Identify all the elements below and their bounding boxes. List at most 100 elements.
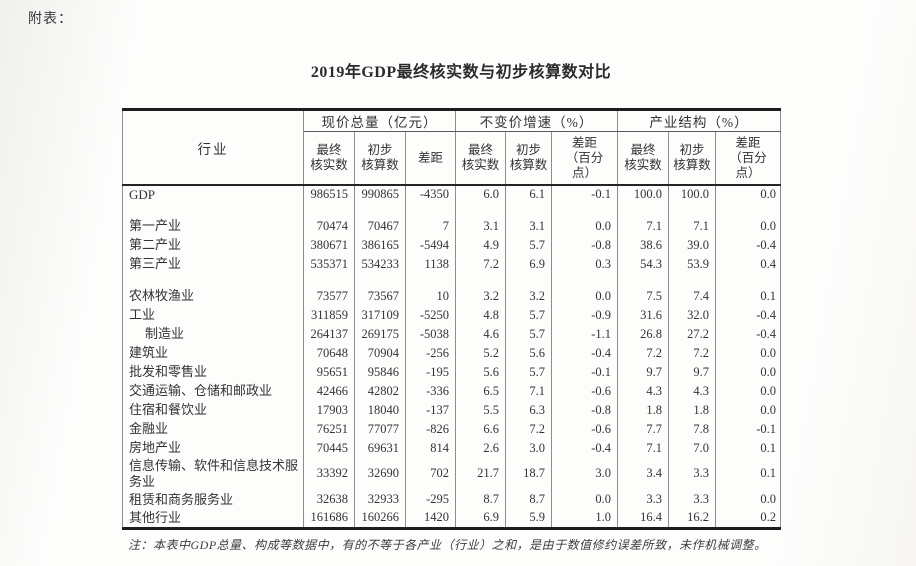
value-cell: -0.6 — [551, 382, 618, 401]
spacer-cell — [122, 274, 304, 287]
value-cell: 54.3 — [617, 255, 669, 274]
value-cell: 6.0 — [455, 185, 506, 204]
row-label: 其他行业 — [122, 509, 304, 529]
value-cell: 95846 — [354, 363, 406, 382]
value-cell: 16.2 — [668, 509, 716, 529]
value-cell: -137 — [405, 401, 456, 420]
spacer-row — [122, 274, 782, 287]
spacer-cell — [551, 204, 618, 217]
value-cell: -826 — [405, 420, 456, 439]
value-cell: 70904 — [354, 344, 406, 363]
value-cell: 0.1 — [714, 439, 782, 458]
table-title: 2019年GDP最终核实数与初步核算数对比 — [310, 64, 612, 81]
value-cell: -5494 — [405, 236, 456, 255]
table-row: 住宿和餐饮业 17903 18040 -137 5.5 6.3 -0.8 1.8 1.8 0.0 — [122, 401, 782, 420]
value-cell: 31.6 — [617, 306, 669, 325]
spacer-cell — [405, 204, 456, 217]
value-cell: 0.0 — [551, 217, 618, 236]
value-cell: 7.2 — [617, 344, 669, 363]
value-cell: -0.4 — [551, 439, 618, 458]
value-cell: -0.4 — [714, 236, 782, 255]
table-row: 建筑业 70648 70904 -256 5.2 5.6 -0.4 7.2 7.2 0.0 — [122, 344, 782, 363]
value-cell: 38.6 — [617, 236, 669, 255]
value-cell: 5.7 — [505, 236, 552, 255]
value-cell: 3.0 — [505, 439, 552, 458]
value-cell: 0.0 — [714, 490, 782, 510]
spacer-cell — [505, 274, 552, 287]
spacer-cell — [303, 204, 355, 217]
sub-header-row: 最终 核实数 初步 核算数 差距 最终 核实数 初步 核算数 差距 （百分 点）… — [123, 131, 782, 186]
table-row: 其他行业 161686 160266 1420 6.9 5.9 1.0 16.4 16.2 0.2 — [122, 509, 782, 529]
value-cell: 160266 — [354, 509, 406, 529]
value-cell: 7.2 — [668, 344, 716, 363]
value-cell: 311859 — [303, 306, 355, 325]
value-cell: 7.2 — [455, 255, 506, 274]
value-cell: 380671 — [303, 236, 355, 255]
value-cell: 0.0 — [714, 217, 782, 236]
col-header-final-verified: 最终 核实数 — [455, 131, 506, 186]
value-cell: 3.3 — [668, 458, 716, 491]
value-cell: -0.4 — [714, 325, 782, 344]
col-header-final-verified: 最终 核实数 — [303, 131, 355, 186]
value-cell: 990865 — [354, 185, 406, 204]
value-cell: 32.0 — [668, 306, 716, 325]
row-label: 第一产业 — [122, 217, 304, 236]
value-cell: 7.4 — [668, 287, 716, 306]
value-cell: -295 — [405, 490, 456, 510]
value-cell: 17903 — [303, 401, 355, 420]
value-cell: 70648 — [303, 344, 355, 363]
value-cell: -0.8 — [551, 401, 618, 420]
value-cell: 5.7 — [505, 306, 552, 325]
row-label: 农林牧渔业 — [122, 287, 304, 306]
value-cell: 6.3 — [505, 401, 552, 420]
value-cell: 0.4 — [714, 255, 782, 274]
value-cell: 3.1 — [505, 217, 552, 236]
col-header-gap-pct-points: 差距 （百分 点） — [551, 131, 618, 186]
value-cell: 161686 — [303, 509, 355, 529]
value-cell: 269175 — [354, 325, 406, 344]
group-header-current-price-total: 现价总量（亿元） — [303, 109, 456, 132]
col-header-preliminary: 初步 核算数 — [668, 131, 716, 186]
value-cell: 5.5 — [455, 401, 506, 420]
value-cell: 7.1 — [617, 217, 669, 236]
col-header-gap-pct-points: 差距 （百分 点） — [714, 131, 782, 186]
col-header-gap: 差距 — [405, 131, 456, 186]
value-cell: 5.2 — [455, 344, 506, 363]
value-cell: 77077 — [354, 420, 406, 439]
spacer-cell — [617, 274, 669, 287]
value-cell: -336 — [405, 382, 456, 401]
value-cell: 0.0 — [714, 185, 782, 204]
value-cell: 39.0 — [668, 236, 716, 255]
row-label: 交通运输、仓储和邮政业 — [122, 382, 304, 401]
value-cell: 3.3 — [668, 490, 716, 510]
spacer-cell — [668, 204, 716, 217]
value-cell: 986515 — [303, 185, 355, 204]
value-cell: 0.3 — [551, 255, 618, 274]
value-cell: 4.8 — [455, 306, 506, 325]
value-cell: 0.2 — [714, 509, 782, 529]
row-label: 住宿和餐饮业 — [122, 401, 304, 420]
spacer-cell — [455, 204, 506, 217]
value-cell: 534233 — [354, 255, 406, 274]
group-header-constant-price-growth: 不变价增速（%） — [455, 109, 618, 132]
table-row: 第三产业 535371 534233 1138 7.2 6.9 0.3 54.3 53.9 0.4 — [122, 255, 782, 274]
value-cell: 9.7 — [617, 363, 669, 382]
table-row: 信息传输、软件和信息技术服务业 33392 32690 702 21.7 18.7 3.0 3… — [122, 458, 782, 491]
appendix-label: 附表： — [28, 12, 73, 27]
value-cell: 100.0 — [668, 185, 716, 204]
footnote: 注：本表中GDP总量、构成等数据中，有的不等于各产业（行业）之和，是由于数值修约… — [128, 538, 767, 552]
value-cell: -4350 — [405, 185, 456, 204]
row-label: 房地产业 — [122, 439, 304, 458]
value-cell: 3.0 — [551, 458, 618, 491]
row-label: 第三产业 — [122, 255, 304, 274]
value-cell: 7.0 — [668, 439, 716, 458]
spacer-cell — [551, 274, 618, 287]
value-cell: 73577 — [303, 287, 355, 306]
value-cell: 0.0 — [714, 344, 782, 363]
value-cell: 32690 — [354, 458, 406, 491]
value-cell: 3.2 — [455, 287, 506, 306]
value-cell: 7.1 — [617, 439, 669, 458]
value-cell: 76251 — [303, 420, 355, 439]
value-cell: -256 — [405, 344, 456, 363]
spacer-cell — [714, 274, 782, 287]
